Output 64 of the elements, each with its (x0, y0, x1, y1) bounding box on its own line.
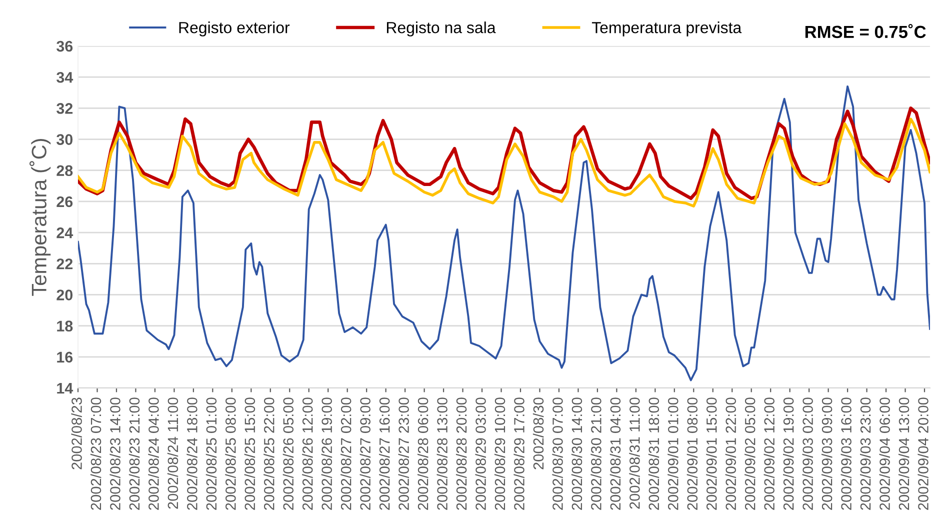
x-tick-label: 2002/09/03 09:00 (822, 398, 832, 510)
x-tick-label: 2002/08/24 04:00 (148, 398, 159, 510)
line-series (78, 118, 930, 208)
x-tick-label: 2002/09/01 15:00 (706, 398, 717, 510)
x-tick-label: 2002/09/02 19:00 (783, 398, 794, 510)
x-tick-label: 2002/09/01 08:00 (686, 398, 698, 510)
x-tick-label: 2002/08/30 14:00 (571, 398, 582, 510)
x-tick-label: 2002/09/01 22:00 (725, 398, 736, 510)
line-series (78, 85, 930, 382)
x-tick-label: 2002/08/23 07:00 (90, 398, 102, 510)
y-tick-label: 22 (56, 258, 73, 270)
x-tick-label: 2002/08/30 21:00 (590, 398, 602, 510)
x-tick-label: 2002/08/30 (532, 398, 544, 470)
y-tick-label: 34 (56, 72, 74, 83)
x-tick-label: 2002/08/24 18:00 (186, 398, 198, 510)
y-tick-label: 16 (57, 352, 73, 363)
x-tick-label: 2002/09/04 13:00 (898, 398, 910, 510)
x-tick-label: 2002/08/26 12:00 (302, 398, 313, 510)
x-tick-label: 2002/08/29 10:00 (494, 398, 506, 510)
text: RMSE = 0.75˚C (805, 24, 926, 38)
x-tick-label: 2002/08/31 11:00 (629, 398, 640, 509)
y-tick-label: 14 (57, 383, 74, 394)
y-tick-label: 18 (57, 320, 73, 332)
x-tick-label: 2002/08/28 13:00 (436, 398, 448, 510)
y-tick-label: 28 (56, 165, 73, 176)
x-tick-label: 2002/09/04 06:00 (879, 398, 890, 510)
x-tick-label: 2002/08/25 22:00 (264, 398, 274, 510)
x-tick-label: 2002/08/27 02:00 (340, 398, 352, 510)
x-tick-label: 2002/08/23 21:00 (128, 398, 140, 510)
x-tick-label: 2002/08/29 03:00 (475, 398, 486, 510)
x-tick-label: 2002/09/04 20:00 (918, 398, 928, 510)
x-tick-label: 2002/08/27 23:00 (398, 398, 409, 510)
y-tick-label: 26 (56, 196, 73, 208)
y-tick-label: 32 (56, 103, 73, 114)
x-tick-label: 2002/08/29 17:00 (514, 398, 524, 510)
x-tick-label: 2002/08/23 (71, 398, 82, 470)
x-tick-label: 2002/09/01 01:00 (668, 398, 678, 510)
x-tick-label: 2002/09/02 05:00 (744, 398, 756, 510)
x-tick-label: 2002/08/26 19:00 (321, 398, 332, 510)
x-tick-label: 2002/09/03 16:00 (840, 398, 852, 510)
x-tick-label: 2002/08/24 11:00 (167, 398, 178, 509)
y-tick-label: 36 (56, 40, 73, 52)
x-tick-label: 2002/08/26 05:00 (282, 398, 294, 510)
y-tick-label: 20 (56, 290, 73, 300)
y-tick-label: 30 (56, 134, 73, 145)
x-tick-label: 2002/08/25 15:00 (244, 398, 256, 510)
x-tick-label: 2002/08/25 01:00 (206, 398, 217, 510)
x-tick-label: 2002/08/25 08:00 (225, 398, 236, 510)
y-axis-title: Temperatura (˚C) (29, 138, 51, 296)
x-tick-label: 2002/09/03 02:00 (802, 398, 813, 510)
x-tick-label: 2002/08/30 07:00 (552, 398, 563, 510)
x-tick-label: 2002/08/31 18:00 (648, 398, 660, 510)
x-tick-label: 2002/08/23 14:00 (110, 398, 120, 510)
x-tick-label: 2002/08/27 09:00 (360, 398, 370, 510)
x-tick-label: 2002/09/03 23:00 (860, 398, 871, 510)
legend-label: Registo exterior (179, 22, 290, 36)
y-tick-label: 24 (56, 227, 74, 238)
x-tick-label: 2002/08/28 06:00 (418, 398, 428, 510)
legend-label: Registo na sala (386, 22, 496, 36)
x-tick-label: 2002/08/28 20:00 (456, 398, 467, 510)
legend-label: Temperatura prevista (592, 22, 742, 36)
x-tick-label: 2002/08/27 16:00 (379, 398, 390, 510)
x-tick-label: 2002/09/02 12:00 (764, 398, 775, 510)
x-tick-label: 2002/08/31 04:00 (610, 398, 621, 510)
